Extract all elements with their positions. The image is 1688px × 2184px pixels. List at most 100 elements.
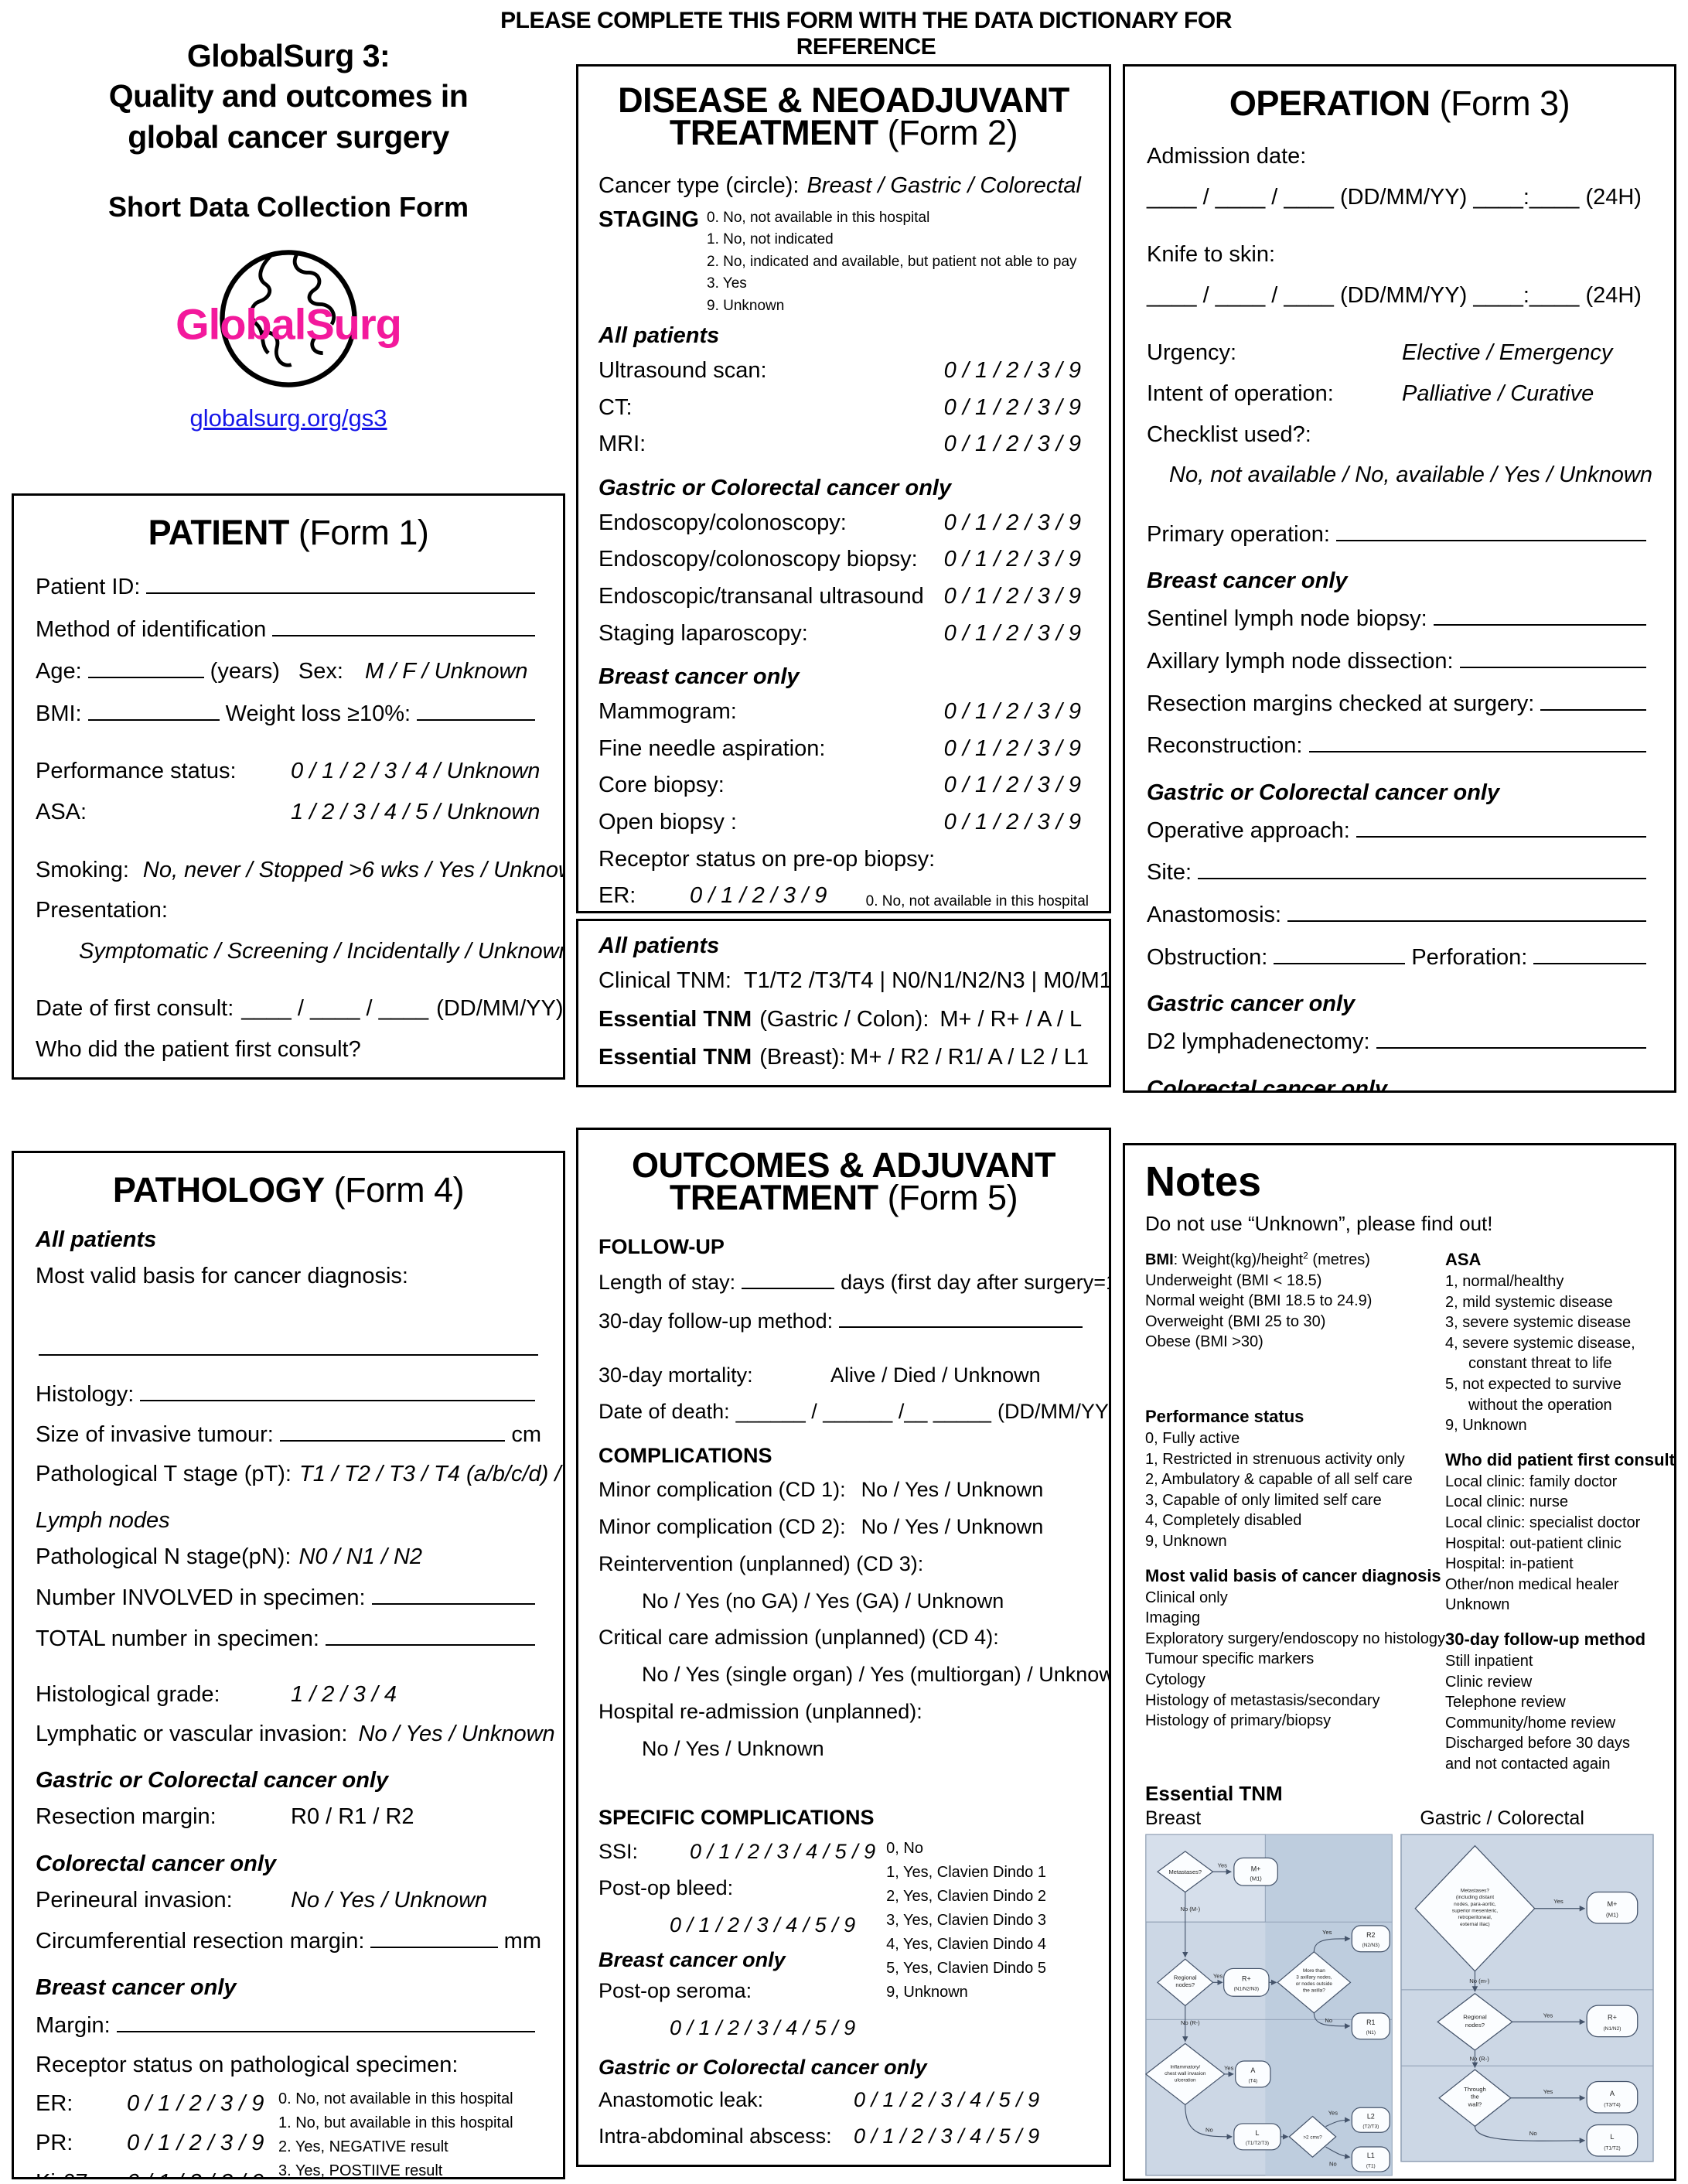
mortality-label: 30-day mortality: — [598, 1363, 753, 1387]
path-receptor-header-row: Receptor status on pathological specimen… — [36, 2049, 541, 2081]
consult-note-line: Hospital: out-patient clinic — [1445, 1534, 1622, 1552]
fu-note-line: Clinic review — [1445, 1673, 1533, 1691]
cd2-row: Minor complication (CD 2): No / Yes / Un… — [598, 1513, 1089, 1542]
path-receptor-legend-item: 0. No, not available in this hospital — [278, 2090, 513, 2108]
checklist-row: Checklist used?: — [1147, 419, 1652, 451]
reconstruction-label: Reconstruction: — [1147, 733, 1303, 759]
spacer — [36, 1360, 541, 1377]
fu-note-line: Community/home review — [1445, 1714, 1616, 1732]
urgency-options: Elective / Emergency — [1402, 340, 1613, 366]
er-label: ER: — [598, 883, 636, 909]
abscess-row: Intra-abdominal abscess: 0 / 1 / 2 / 3 /… — [598, 2122, 1089, 2152]
core-biopsy-row: Core biopsy: 0 / 1 / 2 / 3 / 9 — [598, 770, 1089, 801]
operation-form-number: (Form 3) — [1439, 84, 1570, 123]
breast-r1-sub: (N1) — [1366, 2031, 1376, 2036]
perineural-options: No / Yes / Unknown — [291, 1887, 488, 1913]
smoking-row: Smoking: No, never / Stopped >6 wks / Ye… — [36, 855, 563, 886]
grade-label: Histological grade: — [36, 1682, 220, 1708]
grade-options: 1 / 2 / 3 / 4 — [291, 1682, 397, 1708]
primary-operation-blank — [1335, 517, 1646, 541]
form-subtitle: Short Data Collection Form — [107, 191, 469, 224]
method-id-label: Method of identification — [36, 616, 267, 642]
asa-note-line: 5, not expected to survive — [1445, 1375, 1622, 1393]
resection-margin-options: R0 / R1 / R2 — [291, 1804, 414, 1830]
mri-row: MRI: 0 / 1 / 2 / 3 / 9 — [598, 428, 1089, 460]
globalsurg-link[interactable]: globalsurg.org/gs3 — [189, 404, 387, 432]
perforation-blank — [1533, 940, 1646, 964]
clinical-tnm-label: Clinical TNM: — [598, 968, 731, 993]
ultrasound-label: Ultrasound scan: — [598, 358, 767, 384]
intent-options: Palliative / Curative — [1402, 380, 1594, 406]
breast-l1-sub: (T1) — [1366, 2164, 1376, 2169]
perineural-label: Perineural invasion: — [36, 1887, 233, 1913]
bmi-formula-line: BMI: Weight(kg)/height2 (metres) — [1145, 1250, 1445, 1271]
bmi-formula-pre: : Weight(kg)/height — [1173, 1251, 1304, 1268]
mammogram-scale: 0 / 1 / 2 / 3 / 9 — [943, 699, 1081, 725]
gc-met-question-4: superior mesenteric, — [1452, 1909, 1498, 1914]
receptor-block: ER: 0 / 1 / 2 / 3 / 9 PR: 0 / 1 / 2 / 3 … — [598, 880, 1089, 911]
endoscopy-biopsy-label: Endoscopy/colonoscopy biopsy: — [598, 547, 918, 572]
tnm-all-patients-header: All patients — [598, 933, 720, 958]
asa-note-line: 9, Unknown — [1445, 1417, 1527, 1435]
breast-l2-sub: (T2/T3) — [1362, 2124, 1379, 2130]
fu-method-label: 30-day follow-up method: — [598, 1309, 834, 1333]
asa-note-line: 3, severe systemic disease — [1445, 1314, 1632, 1332]
asa-note-line: 2, mild systemic disease — [1445, 1293, 1613, 1311]
essential-tnm-breast-paren: (Breast): — [759, 1045, 846, 1070]
site-blank — [1198, 855, 1646, 880]
consult-note-line: Local clinic: nurse — [1445, 1493, 1568, 1511]
breast-l2-node: L2 — [1367, 2113, 1375, 2121]
admission-blank-row: ____ / ____ / ____ (DD/MM/YY) ____:____ … — [1147, 182, 1652, 213]
outcomes-breast-header: Breast cancer only — [598, 1947, 786, 1971]
spacer — [1147, 500, 1652, 517]
spacer — [36, 838, 541, 855]
breast-r-plus-sub: (N1/N2/N3) — [1234, 1987, 1259, 1992]
staging-legend-item: 0. No, not available in this hospital — [707, 209, 930, 226]
smoking-options: No, never / Stopped >6 wks / Yes / Unkno… — [142, 857, 565, 882]
obstruction-perforation-row: Obstruction: Perforation: — [1147, 940, 1652, 974]
endoscopy-biopsy-row: Endoscopy/colonoscopy biopsy: 0 / 1 / 2 … — [598, 544, 1089, 575]
breast-r2-node: R2 — [1366, 1931, 1375, 1939]
breast-axillary-question-3: or nodes outside — [1296, 1982, 1333, 1988]
breast-l1-node: L1 — [1367, 2152, 1375, 2160]
patient-form-title: PATIENT (Form 1) — [36, 513, 541, 553]
bmi-note-line: Overweight (BMI 25 to 30) — [1145, 1312, 1326, 1330]
er-row: ER: 0 / 1 / 2 / 3 / 9 — [598, 880, 855, 911]
lvi-options: No / Yes / Unknown — [358, 1721, 555, 1746]
path-pr-scale: 0 / 1 / 2 / 3 / 9 — [127, 2130, 264, 2155]
outcomes-title-line1: OUTCOMES & ADJUVANT — [631, 1145, 1056, 1185]
bleed-label: Post-op bleed: — [598, 1876, 734, 1900]
histology-label: Histology: — [36, 1381, 135, 1407]
endo-ultrasound-label: Endoscopic/transanal ultrasound — [598, 584, 924, 609]
pathology-form-title: PATHOLOGY (Form 4) — [36, 1170, 541, 1210]
presentation-options: Symptomatic / Screening / Incidentally /… — [79, 938, 565, 964]
who-consult-label: Who did the patient first consult? — [36, 1036, 361, 1062]
receptor-header-row: Receptor status on pre-op biopsy: — [598, 844, 1089, 875]
endoscopy-label: Endoscopy/colonoscopy: — [598, 510, 847, 535]
disease-form-number: (Form 2) — [887, 113, 1018, 152]
perforation-label: Perforation: — [1411, 944, 1528, 970]
leak-scale: 0 / 1 / 2 / 3 / 4 / 5 / 9 — [854, 2087, 1040, 2111]
alnd-row: Axillary lymph node dissection: — [1147, 644, 1652, 677]
gc-l-sub: (T1/T2) — [1604, 2146, 1620, 2152]
slnb-blank — [1433, 602, 1646, 626]
presentation-row: Presentation: — [36, 895, 541, 926]
breast-inflammatory-question-2: chest wall invasion — [1165, 2071, 1206, 2077]
essential-tnm-gastric-row: Essential TNM (Gastric / Colon): M+ / R+… — [598, 1004, 1089, 1036]
basis-note-header: Most valid basis of cancer diagnosis — [1145, 1565, 1441, 1585]
breast-regional-question-1: Regional — [1174, 1974, 1197, 1981]
length-of-stay-label: Length of stay: — [598, 1271, 736, 1294]
cancer-type-label: Cancer type (circle): — [598, 173, 800, 198]
fu-note-header: 30-day follow-up method — [1445, 1629, 1646, 1649]
urgency-row: Urgency: Elective / Emergency — [1147, 337, 1652, 369]
age-label: Age: — [36, 659, 82, 684]
complications-header: COMPLICATIONS — [598, 1444, 772, 1468]
age-blank — [87, 654, 204, 679]
fu-note-line: and not contacted again — [1445, 1755, 1611, 1773]
cd4-options-row: No / Yes (single organ) / Yes (multiorga… — [598, 1660, 1109, 1690]
breast-no-m-label: No (M-) — [1181, 1906, 1201, 1913]
cd4-options: No / Yes (single organ) / Yes (multiorga… — [642, 1663, 1111, 1687]
involved-row: Number INVOLVED in specimen: — [36, 1581, 541, 1614]
tumour-size-unit: cm — [511, 1422, 541, 1448]
spacer — [36, 1662, 541, 1679]
